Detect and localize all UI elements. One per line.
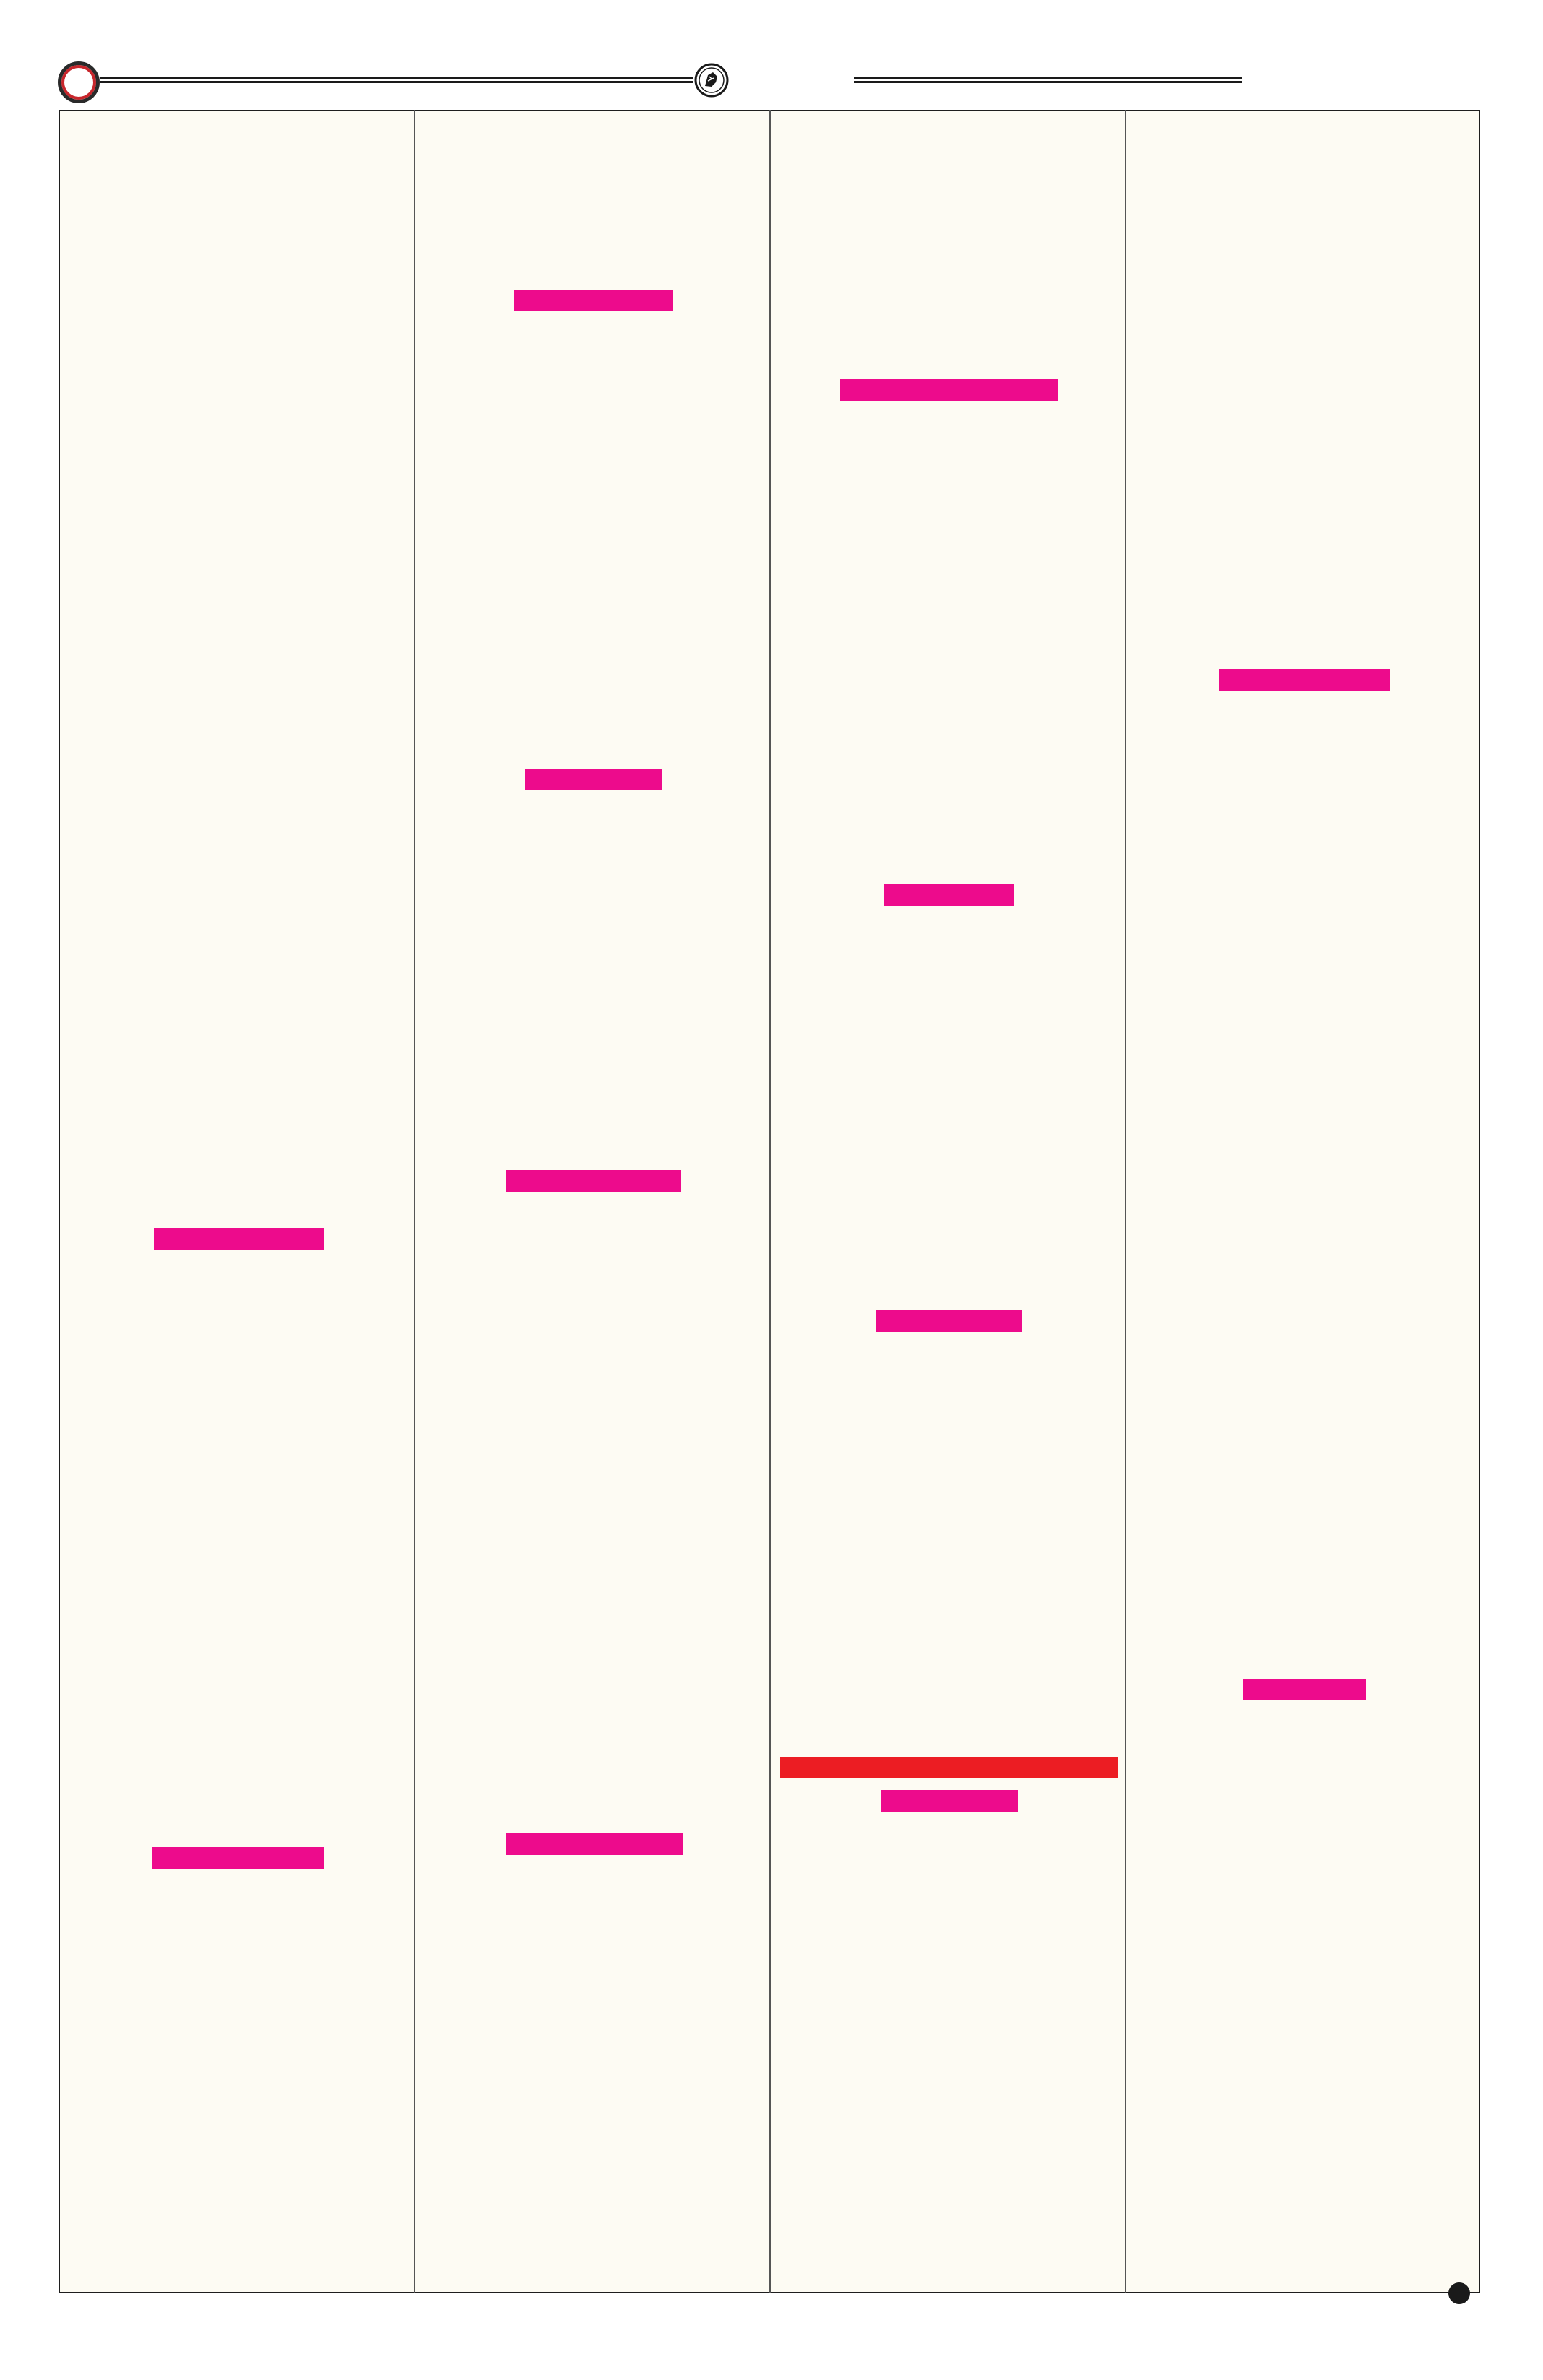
redaction-bar <box>881 1790 1018 1812</box>
redaction-bar <box>840 379 1058 401</box>
header-rule-right <box>854 77 1242 83</box>
redaction-bar <box>152 1847 324 1869</box>
redaction-bar <box>514 290 673 311</box>
redaction-bar <box>1243 1679 1366 1700</box>
redaction-bar <box>525 769 662 790</box>
column-divider-2 <box>769 110 771 2293</box>
redaction-bar <box>884 884 1014 906</box>
column-divider-3 <box>1125 110 1126 2293</box>
column-divider-1 <box>414 110 415 2293</box>
redaction-bar <box>1219 669 1390 691</box>
redaction-bar <box>876 1310 1022 1332</box>
header-rule-left <box>100 77 693 83</box>
shield-emblem-icon <box>693 62 730 98</box>
corner-dot <box>1448 2282 1470 2304</box>
redaction-bar <box>154 1228 324 1250</box>
redaction-bar-red <box>780 1757 1118 1778</box>
page-number-circle <box>58 61 100 103</box>
redaction-bar <box>506 1833 683 1855</box>
redaction-bar <box>506 1170 681 1192</box>
